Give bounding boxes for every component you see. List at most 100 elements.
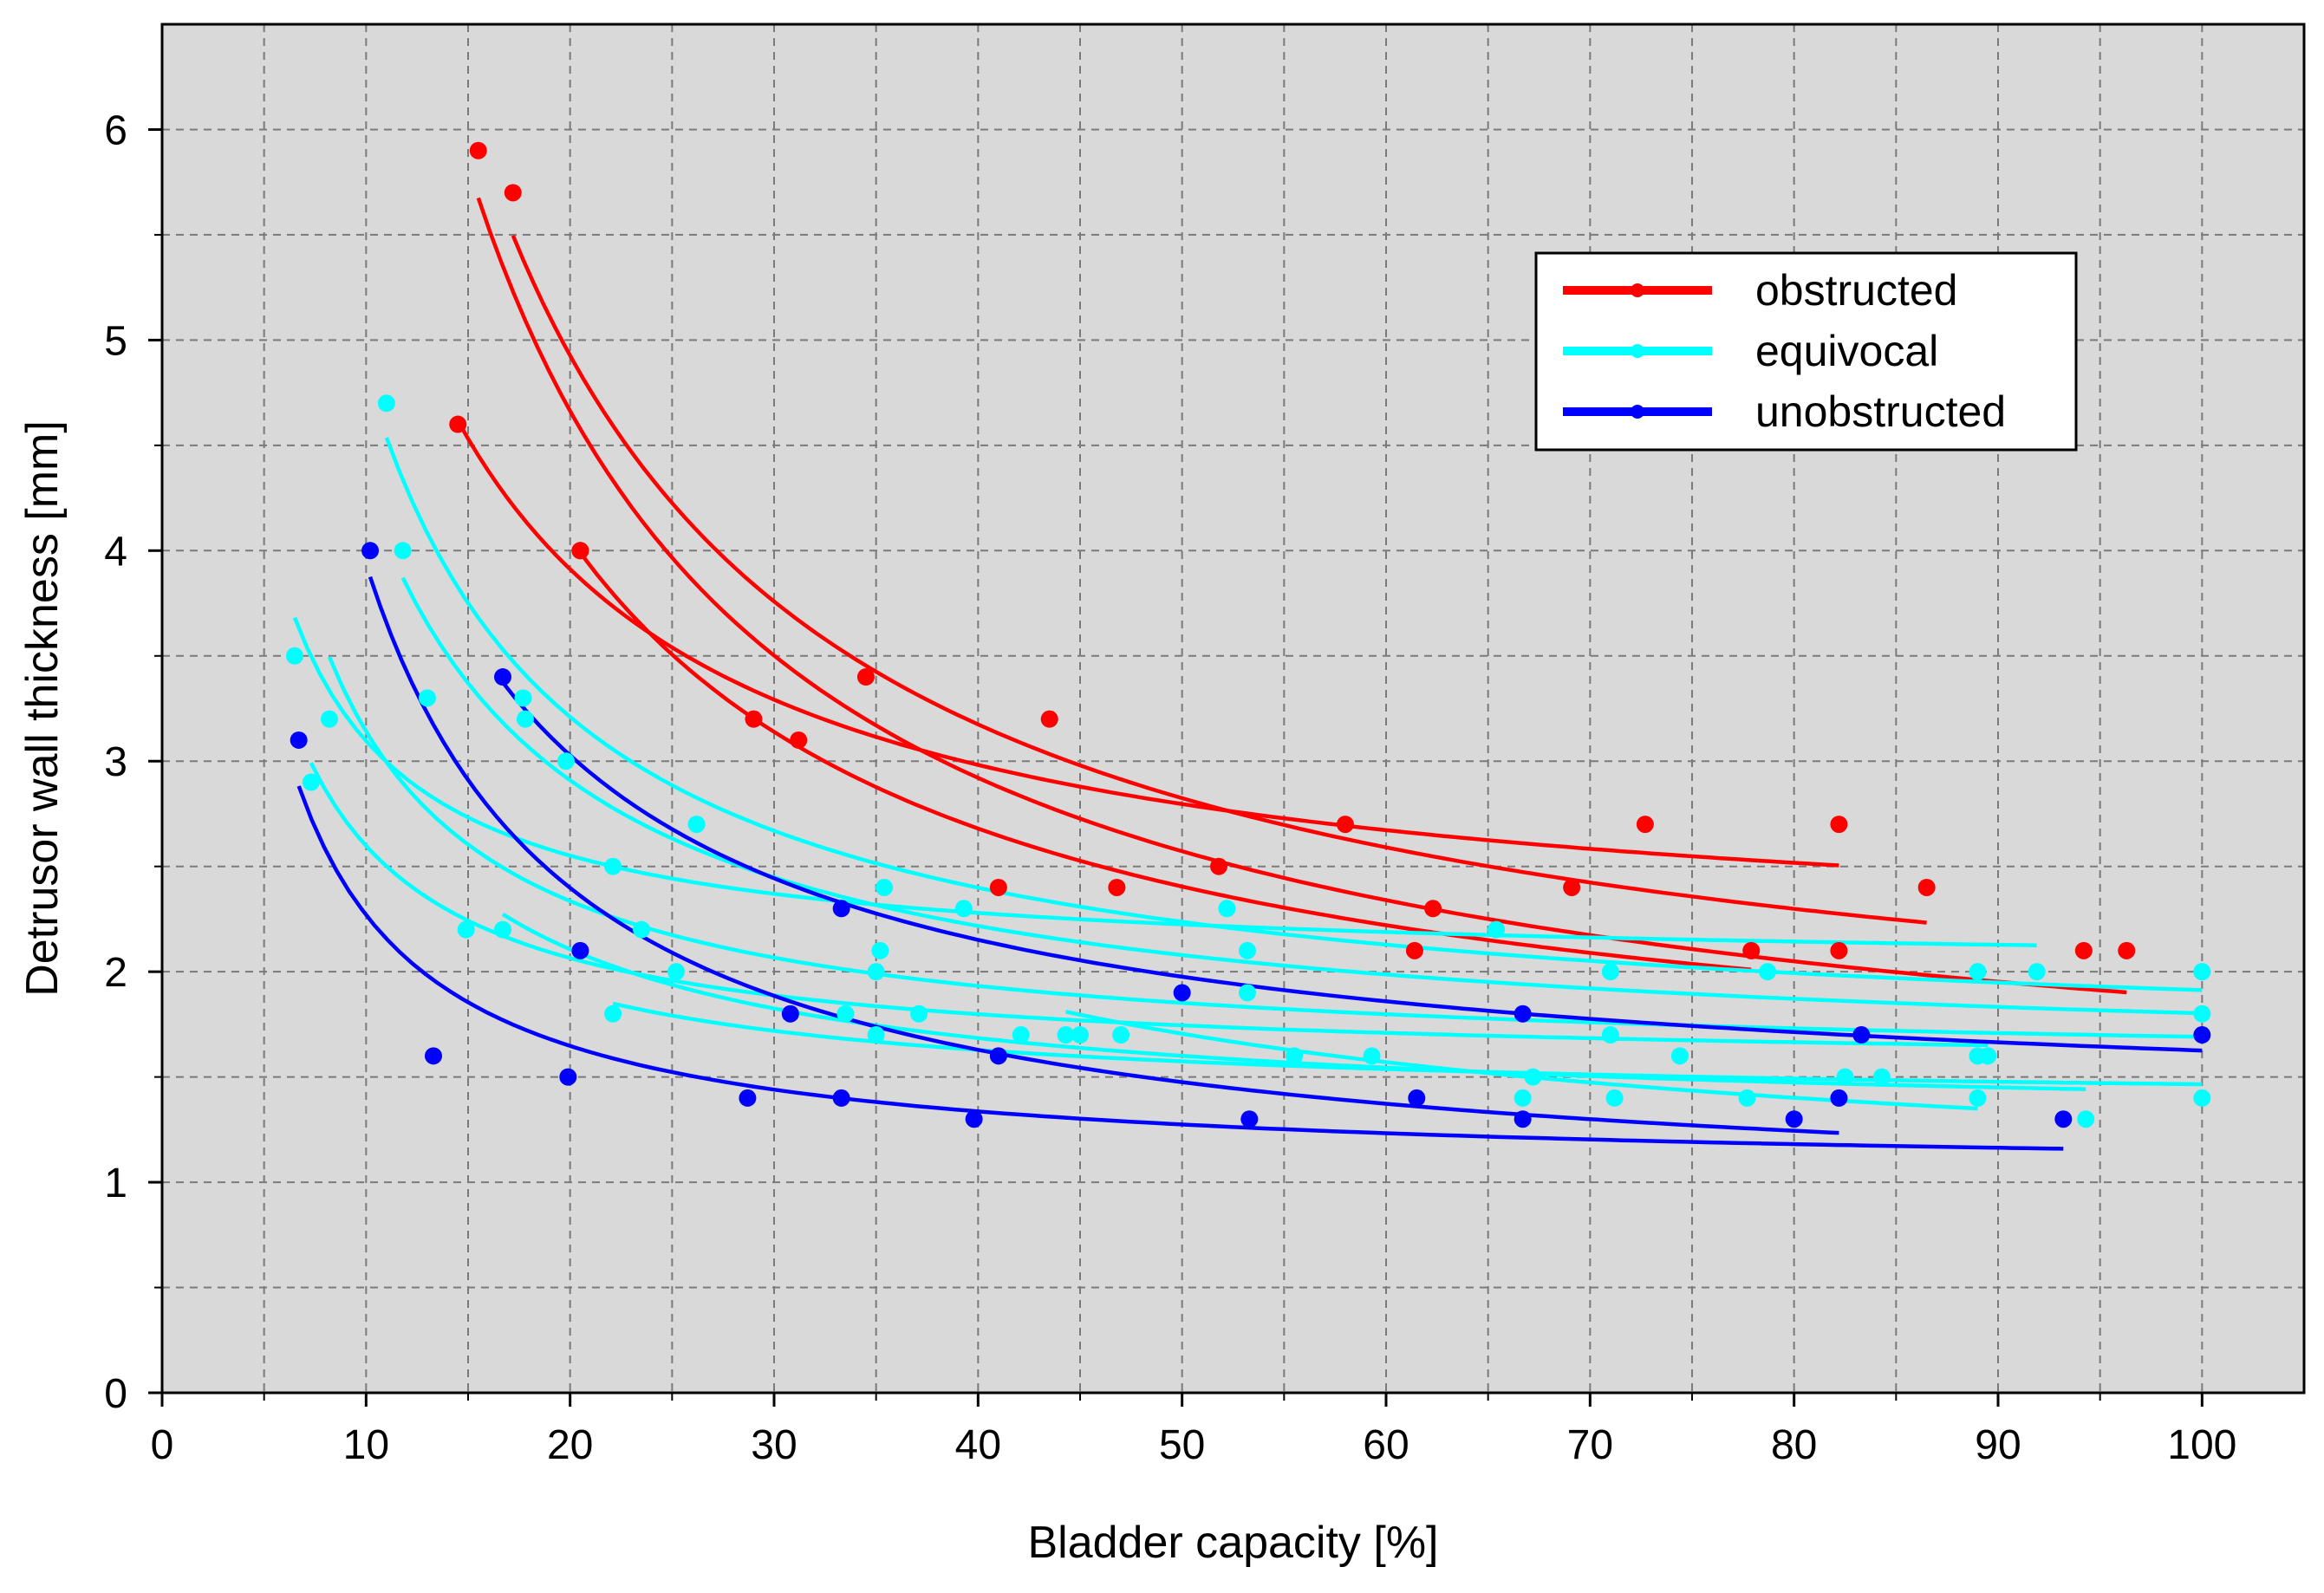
data-point-equivocal — [1112, 1026, 1130, 1044]
legend-label-equivocal: equivocal — [1755, 327, 1938, 375]
data-point-equivocal — [1238, 941, 1256, 959]
legend-label-obstructed: obstructed — [1755, 266, 1957, 315]
data-point-equivocal — [954, 900, 973, 918]
data-point-equivocal — [867, 1026, 885, 1044]
plot-frame — [160, 23, 2306, 1395]
data-point-unobstructed — [832, 900, 850, 918]
x-tick-label: 50 — [1159, 1422, 1205, 1468]
data-point-obstructed — [504, 184, 522, 202]
data-point-equivocal — [418, 689, 436, 707]
data-point-equivocal — [871, 941, 889, 959]
plot-area — [162, 24, 2304, 1393]
data-point-equivocal — [514, 689, 532, 707]
y-tick-label: 5 — [104, 318, 127, 364]
data-point-unobstructed — [1240, 1110, 1259, 1128]
data-point-equivocal — [320, 710, 338, 728]
data-point-obstructed — [1210, 857, 1228, 875]
data-point-equivocal — [457, 920, 475, 939]
data-point-equivocal — [1487, 920, 1506, 939]
data-point-equivocal — [2193, 1005, 2211, 1023]
data-point-unobstructed — [559, 1068, 577, 1086]
data-point-equivocal — [910, 1005, 928, 1023]
data-point-equivocal — [1836, 1068, 1854, 1086]
fit-curve-equivocal — [400, 576, 2203, 1016]
x-tick-label: 60 — [1363, 1422, 1409, 1468]
legend-entry-unobstructed: unobstructed — [1563, 387, 2006, 436]
data-point-obstructed — [1108, 878, 1126, 896]
fit-curve-equivocal — [1065, 1010, 1978, 1111]
fit-curves — [292, 197, 2203, 1151]
data-point-unobstructed — [1785, 1110, 1803, 1128]
data-point-equivocal — [1012, 1026, 1030, 1044]
data-point-unobstructed — [571, 941, 589, 959]
x-tick-label: 30 — [751, 1422, 797, 1468]
legend: obstructed equivocal unobstructed — [1534, 251, 2078, 452]
data-point-equivocal — [1969, 1089, 1987, 1107]
data-point-equivocal — [1969, 963, 1987, 981]
y-tick-label: 0 — [104, 1371, 127, 1417]
data-point-equivocal — [2077, 1110, 2095, 1128]
data-point-equivocal — [867, 963, 885, 981]
data-point-obstructed — [1636, 816, 1654, 834]
data-point-unobstructed — [2054, 1110, 2073, 1128]
data-point-equivocal — [1363, 1047, 1381, 1065]
data-point-equivocal — [516, 710, 534, 728]
data-point-unobstructed — [832, 1089, 850, 1107]
data-point-obstructed — [1830, 941, 1848, 959]
data-point-equivocal — [667, 963, 686, 981]
data-point-unobstructed — [1514, 1110, 1532, 1128]
data-point-equivocal — [1605, 1089, 1624, 1107]
data-point-equivocal — [1670, 1047, 1689, 1065]
data-point-equivocal — [1872, 1068, 1891, 1086]
data-point-unobstructed — [1830, 1089, 1848, 1107]
data-point-equivocal — [1238, 984, 1256, 1002]
legend-entry-obstructed: obstructed — [1563, 266, 1957, 315]
data-point-unobstructed — [361, 542, 380, 560]
x-tick-label: 70 — [1567, 1422, 1613, 1468]
data-point-obstructed — [1563, 878, 1581, 896]
data-point-unobstructed — [965, 1110, 983, 1128]
x-tick-label: 90 — [1975, 1422, 2021, 1468]
data-point-equivocal — [687, 816, 706, 834]
x-tick-label: 0 — [151, 1422, 174, 1468]
data-point-equivocal — [604, 857, 622, 875]
legend-marker-unobstructed — [1631, 405, 1644, 419]
data-point-unobstructed — [1173, 984, 1191, 1002]
data-point-equivocal — [394, 542, 412, 560]
data-point-equivocal — [1218, 900, 1236, 918]
data-point-obstructed — [1917, 878, 1936, 896]
fit-curve-unobstructed — [368, 575, 1839, 1135]
legend-entry-equivocal: equivocal — [1563, 327, 1938, 375]
fit-curve-unobstructed — [296, 785, 2064, 1151]
data-point-equivocal — [1759, 963, 1777, 981]
data-point-equivocal — [1286, 1047, 1304, 1065]
data-point-unobstructed — [424, 1047, 442, 1065]
fit-curve-obstructed — [456, 419, 1839, 868]
data-point-unobstructed — [1408, 1089, 1426, 1107]
x-tick-label: 40 — [955, 1422, 1001, 1468]
legend-label-unobstructed: unobstructed — [1755, 387, 2006, 436]
data-point-equivocal — [876, 878, 894, 896]
data-point-unobstructed — [1852, 1026, 1871, 1044]
legend-marker-equivocal — [1631, 344, 1644, 358]
data-point-equivocal — [837, 1005, 855, 1023]
data-point-equivocal — [494, 920, 512, 939]
data-point-obstructed — [571, 542, 589, 560]
data-point-obstructed — [469, 141, 487, 159]
fit-curve-unobstructed — [501, 680, 2203, 1053]
data-point-obstructed — [2074, 941, 2093, 959]
fit-curve-equivocal — [309, 762, 1989, 1048]
data-point-obstructed — [1405, 941, 1423, 959]
data-point-equivocal — [2028, 963, 2046, 981]
data-point-obstructed — [1040, 710, 1058, 728]
fit-curve-equivocal — [292, 616, 2037, 947]
fit-curve-equivocal — [384, 437, 2203, 992]
x-tick-label: 80 — [1771, 1422, 1817, 1468]
data-point-equivocal — [2193, 963, 2211, 981]
data-point-obstructed — [790, 731, 808, 749]
data-point-unobstructed — [739, 1089, 757, 1107]
y-tick-label: 3 — [104, 739, 127, 785]
data-point-equivocal — [1514, 1089, 1532, 1107]
data-point-unobstructed — [1514, 1005, 1532, 1023]
